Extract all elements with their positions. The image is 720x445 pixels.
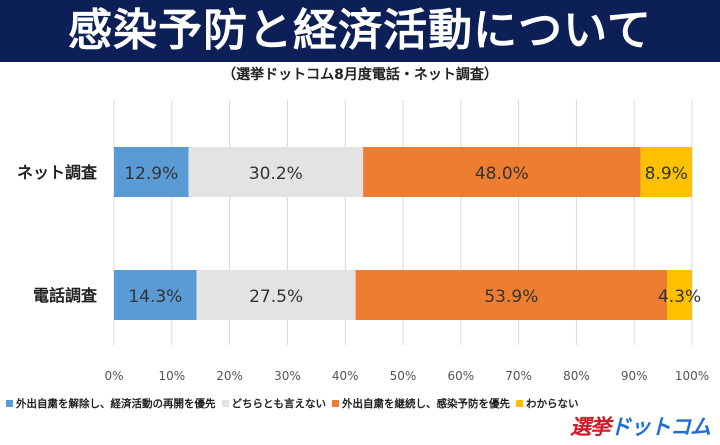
x-tick-label: 80% — [563, 369, 590, 383]
x-tick-label: 70% — [505, 369, 532, 383]
x-tick-label: 50% — [390, 369, 417, 383]
x-tick-label: 90% — [621, 369, 648, 383]
x-tick-label: 20% — [216, 369, 243, 383]
chart-title: 感染予防と経済活動について — [0, 0, 720, 62]
data-label: 30.2% — [249, 164, 303, 184]
data-label: 48.0% — [475, 164, 529, 184]
x-tick-label: 0% — [104, 369, 123, 383]
data-label: 8.9% — [645, 164, 688, 184]
legend: 外出自粛を解除し、経済活動の再開を優先 どちらとも言えない 外出自粛を継続し、感… — [6, 396, 579, 411]
category-label: 電話調査 — [33, 286, 97, 305]
legend-swatch — [6, 400, 13, 407]
bar-segment — [363, 147, 641, 197]
bar-segment — [188, 147, 364, 197]
logo-part-2: ドットコム — [610, 415, 711, 439]
legend-swatch — [221, 400, 229, 407]
data-label: 4.3% — [658, 287, 701, 307]
data-label: 27.5% — [249, 287, 303, 307]
legend-label: わからない — [526, 398, 579, 410]
legend-item: 外出自粛を継続し、感染予防を優先 — [332, 396, 510, 411]
x-tick-label: 100% — [675, 369, 709, 383]
bar-segment — [114, 147, 189, 197]
legend-swatch — [332, 400, 339, 407]
chart-subtitle: （選挙ドットコム8月度電話・ネット調査） — [222, 67, 498, 83]
bar-segment — [355, 270, 668, 320]
site-logo: 選挙ドットコム — [570, 411, 711, 441]
x-tick-label: 40% — [332, 369, 359, 383]
bar-segment — [196, 270, 356, 320]
stacked-bar-chart: 0% 10% 20% 30% 40% 50% 60% 70% 80% 90% 100% ネット調査 12… — [17, 100, 709, 383]
x-tick-label: 60% — [447, 369, 474, 383]
data-label: 53.9% — [484, 287, 538, 307]
legend-label: 外出自粛を解除し、経済活動の再開を優先 — [16, 398, 216, 410]
x-tick-label: 30% — [274, 369, 301, 383]
bar-segment — [640, 147, 692, 197]
logo-part-1: 選挙 — [570, 415, 611, 439]
legend-item: 外出自粛を解除し、経済活動の再開を優先 — [6, 396, 216, 411]
data-label: 12.9% — [124, 164, 178, 184]
legend-swatch — [516, 400, 523, 407]
bar-segment — [114, 270, 197, 320]
legend-item: わからない — [516, 396, 579, 411]
legend-label: 外出自粛を継続し、感染予防を優先 — [342, 398, 510, 410]
category-label: ネット調査 — [17, 163, 97, 182]
data-label: 14.3% — [128, 287, 182, 307]
x-tick-label: 10% — [158, 369, 185, 383]
legend-item: どちらとも言えない — [221, 396, 327, 411]
legend-label: どちらとも言えない — [231, 398, 327, 410]
bar-segment — [667, 270, 692, 320]
